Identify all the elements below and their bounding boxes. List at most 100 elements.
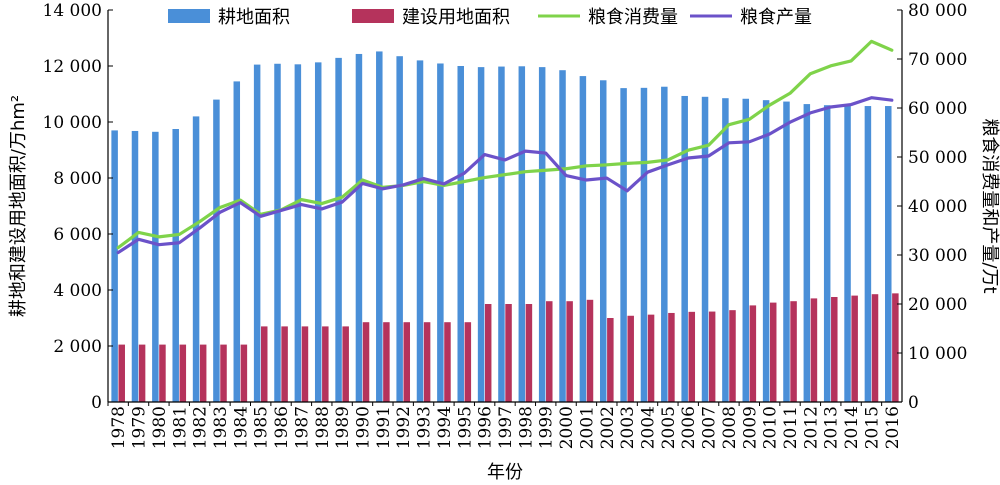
- x-tick-label-1994: 1994: [435, 406, 455, 449]
- legend-label-2: 粮食消费量: [588, 7, 678, 28]
- bar-cropland-2015: [864, 106, 872, 402]
- x-tick-label-2001: 2001: [577, 406, 597, 449]
- bar-cropland-2014: [844, 105, 851, 402]
- x-tick-label-2014: 2014: [842, 406, 862, 449]
- x-tick-label-1981: 1981: [170, 406, 190, 449]
- bar-cropland-1998: [518, 66, 526, 402]
- x-tick-label-1978: 1978: [109, 406, 129, 449]
- bar-cropland-1980: [152, 131, 159, 403]
- legend-label-1: 建设用地面积: [402, 7, 510, 28]
- x-tick-label-2000: 2000: [557, 406, 577, 449]
- bar-cropland-1993: [416, 60, 424, 403]
- legend-label-3: 粮食产量: [740, 7, 812, 28]
- bar-construction-1998: [525, 304, 533, 402]
- bar-cropland-2002: [599, 80, 607, 402]
- bar-cropland-1988: [314, 62, 322, 403]
- bar-construction-1992: [403, 322, 411, 402]
- bar-construction-1989: [342, 326, 349, 402]
- x-tick-label-1995: 1995: [455, 406, 475, 449]
- bar-construction-2007: [708, 311, 716, 402]
- bar-cropland-2010: [762, 100, 770, 402]
- x-tick-label-1989: 1989: [333, 406, 353, 449]
- bar-cropland-2016: [885, 106, 892, 402]
- x-axis-title: 年份: [487, 462, 523, 483]
- bar-cropland-1996: [477, 67, 485, 403]
- y-left-tick-label: 14 000: [43, 1, 102, 21]
- x-tick-label-1983: 1983: [211, 406, 231, 449]
- legend-swatch-0: [168, 9, 210, 23]
- x-tick-label-1987: 1987: [292, 406, 312, 449]
- x-tick-label-1999: 1999: [537, 406, 557, 449]
- x-tick-label-1993: 1993: [415, 406, 435, 449]
- y-right-tick-label: 50 000: [908, 148, 967, 168]
- bar-construction-1986: [281, 326, 288, 402]
- bar-construction-1994: [444, 322, 451, 402]
- x-tick-label-1979: 1979: [130, 406, 150, 449]
- x-tick-label-2002: 2002: [598, 406, 618, 449]
- bar-cropland-2012: [803, 104, 811, 402]
- y-right-tick-label: 20 000: [908, 295, 967, 315]
- bar-cropland-1978: [111, 130, 118, 402]
- bar-construction-1999: [546, 301, 553, 402]
- x-tick-label-2008: 2008: [720, 406, 740, 449]
- bar-construction-2008: [729, 310, 736, 402]
- bar-cropland-1981: [172, 129, 179, 402]
- x-tick-label-2016: 2016: [883, 406, 903, 449]
- bar-cropland-2006: [681, 95, 688, 403]
- bar-cropland-1999: [538, 67, 546, 403]
- y-left-tick-label: 2 000: [53, 337, 102, 357]
- y-left-tick-label: 6 000: [53, 225, 102, 245]
- y-right-tick-label: 0: [908, 393, 919, 413]
- bar-construction-2005: [668, 312, 675, 402]
- bar-cropland-1985: [253, 64, 261, 402]
- bar-cropland-2000: [559, 70, 566, 402]
- bar-construction-1995: [464, 322, 472, 402]
- x-tick-label-2009: 2009: [740, 406, 760, 449]
- bar-cropland-1979: [131, 130, 139, 402]
- y-right-tick-label: 80 000: [908, 1, 967, 21]
- x-tick-label-1984: 1984: [231, 406, 251, 449]
- bar-construction-2015: [871, 294, 879, 402]
- bar-construction-1990: [362, 322, 370, 402]
- bar-construction-1978: [118, 344, 125, 402]
- bar-construction-2011: [790, 301, 797, 402]
- legend-swatch-1: [352, 9, 394, 23]
- y-axis-left-title: 耕地和建设用地面积/万hm²: [8, 95, 29, 317]
- x-tick-label-2007: 2007: [700, 406, 720, 449]
- x-tick-label-2004: 2004: [639, 406, 659, 449]
- x-tick-label-1990: 1990: [353, 406, 373, 449]
- bar-construction-2013: [831, 297, 838, 402]
- bar-cropland-1984: [233, 81, 241, 403]
- x-tick-label-2006: 2006: [679, 406, 699, 449]
- x-tick-label-1998: 1998: [516, 406, 536, 449]
- x-tick-label-1980: 1980: [150, 406, 170, 449]
- bar-cropland-2004: [640, 87, 648, 402]
- x-tick-label-2005: 2005: [659, 406, 679, 449]
- bar-construction-2014: [851, 295, 858, 402]
- bar-construction-1997: [505, 304, 512, 402]
- bar-construction-2001: [586, 299, 594, 402]
- bar-cropland-2007: [701, 96, 709, 403]
- bar-cropland-2003: [620, 88, 627, 403]
- line-grain-production: [116, 96, 894, 255]
- y-right-tick-label: 70 000: [908, 50, 967, 70]
- y-left-tick-label: 4 000: [53, 281, 102, 301]
- bar-construction-2012: [810, 298, 818, 402]
- x-tick-label-2003: 2003: [618, 406, 638, 449]
- bar-cropland-1989: [335, 57, 342, 402]
- bar-cropland-1995: [457, 66, 464, 402]
- bar-construction-1981: [179, 344, 187, 402]
- y-left-tick-label: 8 000: [53, 169, 102, 189]
- y-axis-right-title: 粮食消费量和产量/万t: [979, 118, 1000, 293]
- x-tick-label-1997: 1997: [496, 406, 516, 449]
- bar-cropland-2009: [742, 98, 750, 402]
- y-right-tick-label: 60 000: [908, 99, 967, 119]
- bar-construction-1985: [260, 326, 268, 402]
- bar-cropland-2013: [823, 105, 831, 402]
- bar-cropland-1992: [396, 56, 403, 402]
- bar-construction-1983: [220, 344, 227, 402]
- x-tick-label-1988: 1988: [313, 406, 333, 449]
- x-tick-label-1992: 1992: [394, 406, 414, 449]
- bar-construction-1980: [159, 344, 166, 402]
